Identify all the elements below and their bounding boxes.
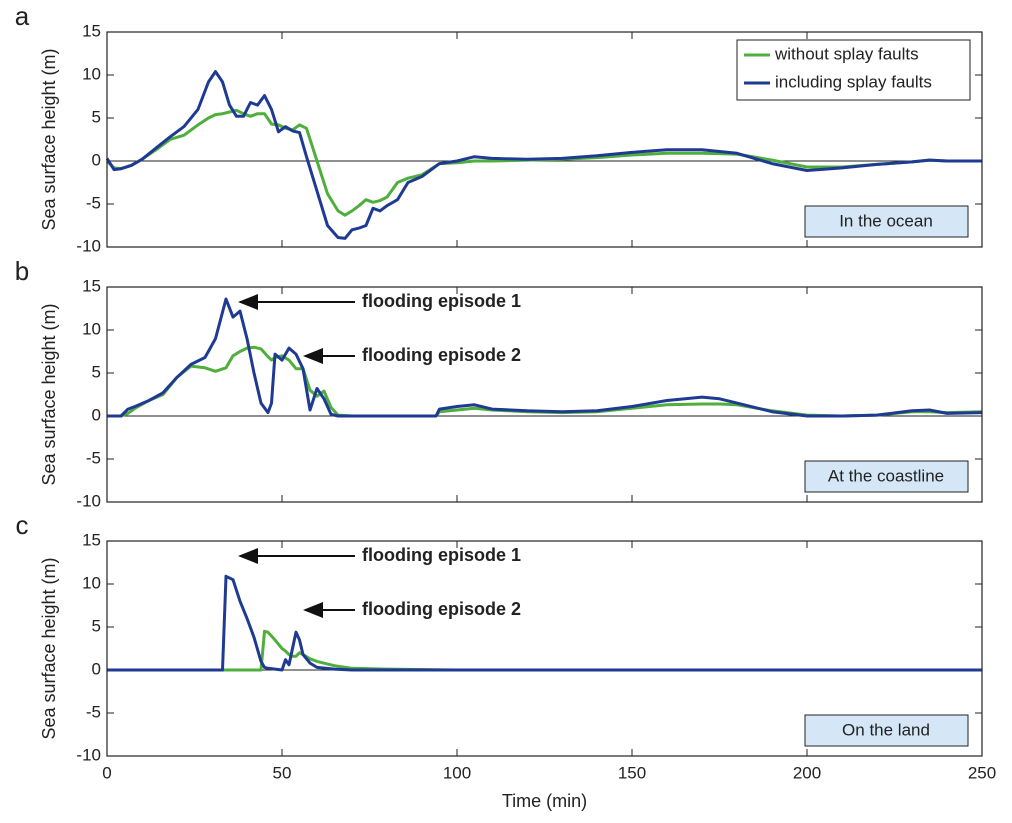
annotation: flooding episode 2 <box>362 599 521 619</box>
x-axis-label: Time (min) <box>502 791 587 811</box>
axes-frame <box>106 31 983 248</box>
legend-label: without splay faults <box>774 44 919 63</box>
location-label: On the land <box>842 720 930 739</box>
legend-box <box>736 39 971 101</box>
y-tick-label: -5 <box>86 193 101 212</box>
location-label: In the ocean <box>839 211 933 230</box>
y-tick-label: -10 <box>76 745 101 764</box>
y-tick-label: 15 <box>82 530 101 549</box>
y-tick-label: -5 <box>86 448 101 467</box>
y-tick-label: 5 <box>92 362 101 381</box>
series-line <box>105 70 982 240</box>
x-tick-label: 0 <box>102 763 111 782</box>
x-tick-label: 100 <box>443 763 471 782</box>
y-tick-label: 0 <box>92 150 101 169</box>
y-tick-label: 0 <box>92 405 101 424</box>
location-box <box>804 460 969 493</box>
axes-frame <box>106 540 983 757</box>
y-tick-label: -10 <box>76 491 101 510</box>
y-tick-label: 10 <box>82 64 101 83</box>
panel-label: b <box>15 256 29 286</box>
y-axis-label: Sea surface height (m) <box>39 557 59 739</box>
annotation: flooding episode 1 <box>362 291 521 311</box>
x-tick-label: 200 <box>793 763 821 782</box>
y-tick-label: 5 <box>92 107 101 126</box>
series-line <box>107 297 983 418</box>
location-label: At the coastline <box>828 466 944 485</box>
annotation: flooding episode 1 <box>362 545 521 565</box>
axes-frame <box>106 286 983 503</box>
series-line <box>107 574 982 672</box>
series-line <box>107 345 983 418</box>
location-box <box>804 205 969 238</box>
x-tick-label: 50 <box>273 763 292 782</box>
location-box <box>804 714 969 747</box>
y-tick-label: 15 <box>82 276 101 295</box>
y-tick-label: 10 <box>82 573 101 592</box>
y-tick-label: 5 <box>92 616 101 635</box>
y-tick-label: 15 <box>82 21 101 40</box>
panel-label: c <box>16 510 29 540</box>
y-tick-label: 10 <box>82 319 101 338</box>
x-tick-label: 250 <box>968 763 996 782</box>
x-tick-label: 150 <box>618 763 646 782</box>
y-axis-label: Sea surface height (m) <box>39 303 59 485</box>
y-tick-label: 0 <box>92 659 101 678</box>
y-tick-label: -10 <box>76 236 101 255</box>
y-tick-label: -5 <box>86 702 101 721</box>
series-line <box>107 629 982 672</box>
series-line <box>105 108 982 217</box>
y-axis-label: Sea surface height (m) <box>39 48 59 230</box>
legend-label: including splay faults <box>775 72 932 91</box>
annotation: flooding episode 2 <box>362 345 521 365</box>
panel-label: a <box>15 1 30 31</box>
